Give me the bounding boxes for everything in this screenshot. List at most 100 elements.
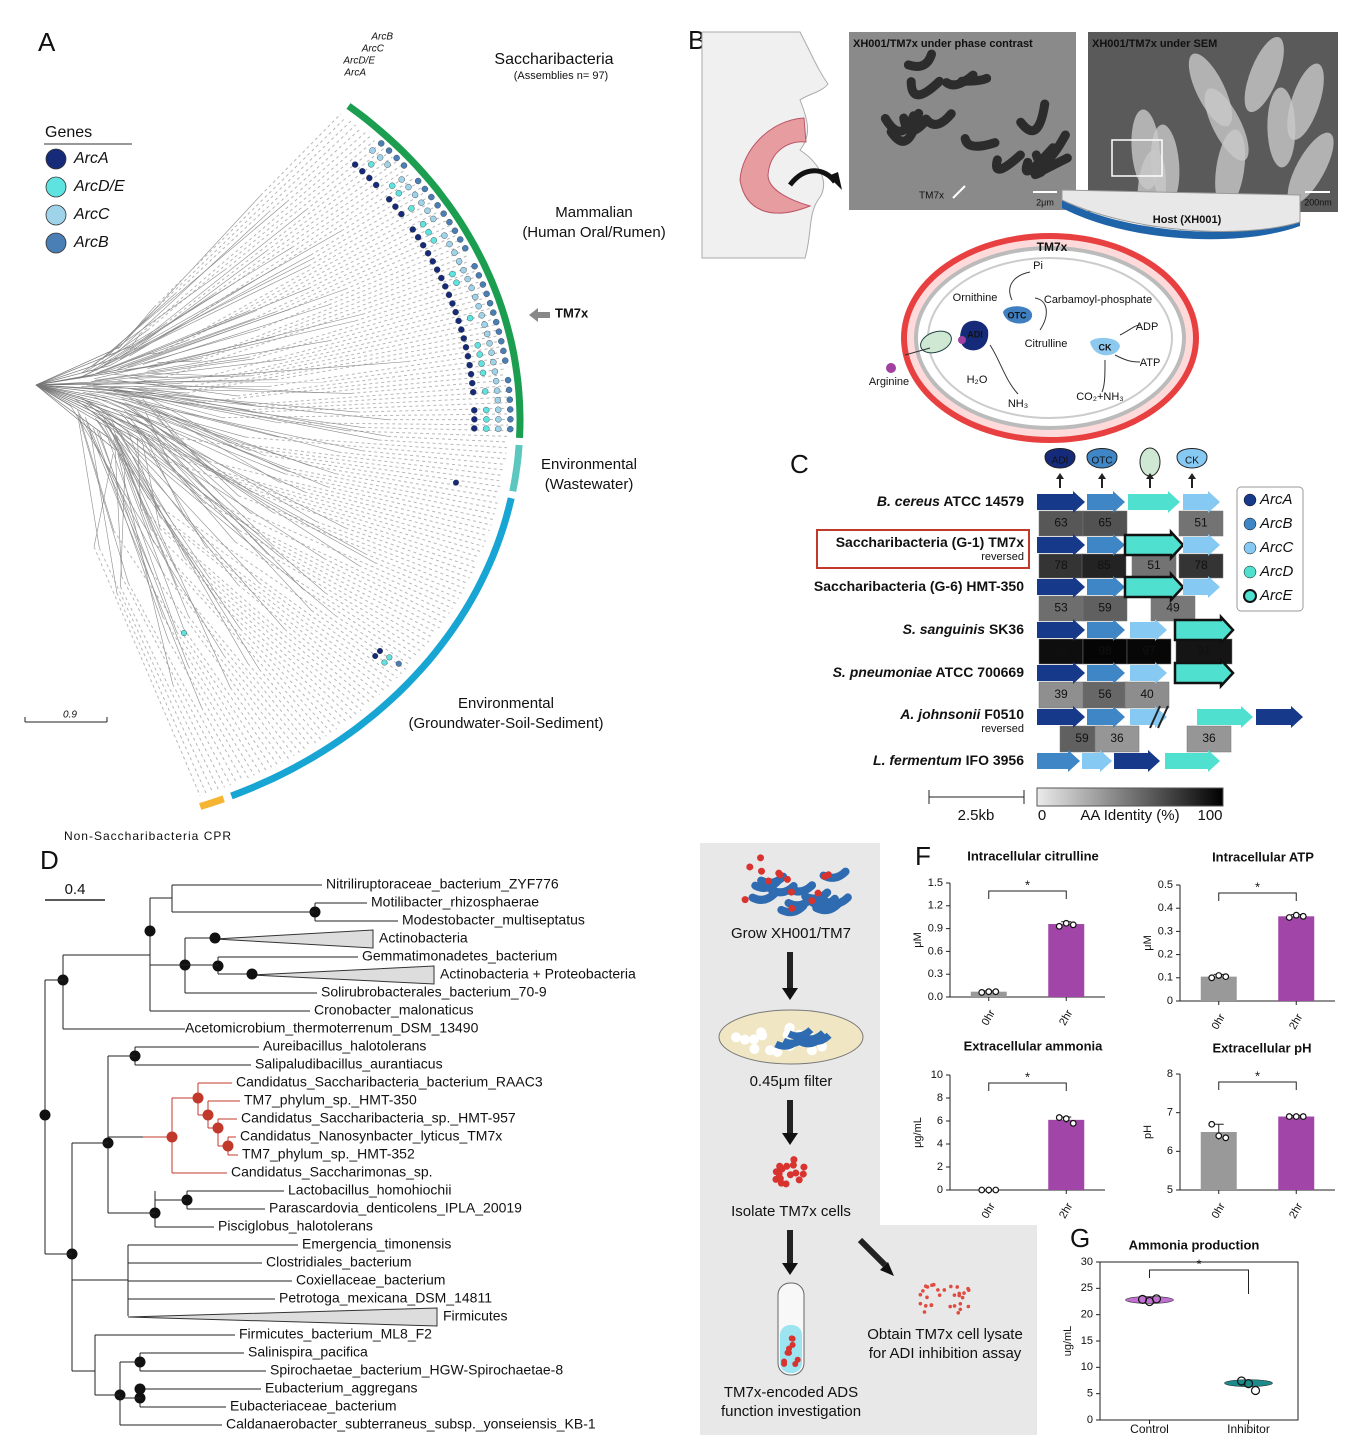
tree-leaf-branch (239, 529, 433, 638)
photo-title: XH001/TM7x under SEM (1092, 38, 1217, 50)
tree-leaf-branch (252, 385, 507, 405)
gene-dot (504, 376, 512, 384)
lysate-dot (957, 1291, 962, 1296)
tree-leaf-branch (311, 192, 426, 260)
y-tick-label: 1.5 (928, 877, 943, 889)
tree-branch (94, 359, 283, 383)
clade-label: Non-Saccharibacteria CPR (64, 829, 232, 843)
red-cell (789, 1161, 797, 1169)
identity-block (1082, 638, 1128, 665)
chart-title: Extracellular ammonia (964, 1038, 1103, 1053)
y-tick-label: 0.2 (1158, 949, 1173, 961)
enzyme-icon-label: ADI (1052, 456, 1069, 467)
gene-dot (359, 168, 366, 175)
cell-chain (886, 108, 924, 146)
gene-dot (469, 379, 476, 387)
host-lens (1061, 189, 1301, 232)
identity-block (1150, 595, 1196, 622)
legend-swatch (1243, 517, 1257, 531)
up-arrow (1146, 473, 1154, 479)
zoom-box (1111, 139, 1163, 177)
tree-branch (35, 384, 151, 433)
plot-frame (1099, 1261, 1299, 1421)
data-point (1215, 1132, 1223, 1140)
cell-blob (798, 1034, 825, 1048)
y-tick-label: 10 (1081, 1361, 1093, 1373)
gene-dot (475, 272, 483, 279)
gene-arrow (1197, 706, 1253, 728)
flow-arrow (857, 1237, 888, 1268)
gene-dot (433, 266, 441, 273)
leaf-label: TM7_phylum_sp._HMT-350 (244, 1092, 417, 1108)
tree-leaf-branch (238, 495, 468, 584)
legend-label: ArcB (1259, 515, 1293, 532)
tree-branch (134, 386, 260, 407)
gene-arrow (1123, 570, 1185, 604)
identity-block (1178, 510, 1224, 537)
gene-dot (442, 283, 449, 290)
scale-label: 0.9 (63, 710, 77, 721)
identity-block (1124, 681, 1170, 709)
cell-chain (1021, 143, 1058, 176)
identity-value: 36 (1202, 731, 1216, 745)
gene-arrow (1037, 491, 1085, 513)
lysate-dot (925, 1295, 929, 1300)
tree-leaf-branch (183, 628, 278, 765)
clade-arc (199, 795, 225, 810)
data-point (1215, 972, 1223, 979)
gene-dot (453, 279, 460, 286)
tree-branch (117, 453, 173, 685)
enzyme-icon (1086, 448, 1118, 469)
gene-dot (471, 263, 478, 270)
strain: SK36 (989, 621, 1024, 637)
step-label: TM7x-encoded ADS (724, 1384, 858, 1401)
tree-branch (116, 435, 249, 664)
gene-dot (440, 210, 447, 217)
y-tick-label: 0.5 (1158, 879, 1173, 891)
tree-branch (35, 384, 155, 394)
tree-branch (104, 283, 233, 366)
tree-leaf-branch (119, 586, 219, 790)
legend-label: ArcC (1259, 539, 1294, 556)
metabolite-label: Citrulline (1025, 338, 1068, 350)
tree-leaf-branch (251, 324, 495, 377)
tree-branch (35, 384, 116, 451)
tree-branch (95, 418, 216, 598)
red-cell (790, 1156, 798, 1164)
tree-branch (129, 209, 306, 350)
tree-leaf-branch (221, 476, 480, 558)
reaction-arrow (1119, 324, 1141, 336)
red-cell (783, 1162, 791, 1170)
strain: F0510 (984, 706, 1024, 722)
tree-leaf-branch (335, 615, 411, 666)
tree-leaf-branch (328, 250, 465, 306)
y-tick-label: 30 (1081, 1256, 1093, 1268)
data-point (1299, 912, 1307, 920)
species: L. fermentum (873, 752, 962, 768)
tree-branch (135, 399, 264, 456)
strain: ATCC 14579 (943, 493, 1024, 509)
tree-leaf-branch (139, 136, 371, 335)
data-point (992, 1186, 1000, 1194)
red-cell (741, 896, 749, 904)
identity-value: 65 (1098, 516, 1112, 530)
metabolite-label: NH₃ (1008, 398, 1028, 410)
tree-leaf-branch (245, 436, 506, 460)
gene-dot (505, 386, 513, 394)
tree-branch (98, 288, 309, 374)
tree-leaf-branch (163, 573, 306, 750)
red-cell (788, 1335, 795, 1342)
y-tick-label: 0 (1087, 1414, 1093, 1426)
tree-leaf-branch (187, 665, 255, 776)
tree-branch (129, 397, 248, 451)
tree-branch (154, 393, 389, 437)
identity-block (1094, 725, 1140, 753)
red-cell (776, 871, 784, 879)
leaf-label: Salinispira_pacifica (248, 1344, 368, 1360)
tree-branch (100, 409, 282, 559)
legend-label: ArcB (73, 234, 109, 251)
ring-label: ArcB (370, 32, 393, 43)
ring-label: ArcA (343, 68, 366, 79)
tree-leaf-branch (226, 313, 492, 377)
gene-dot (488, 349, 495, 356)
